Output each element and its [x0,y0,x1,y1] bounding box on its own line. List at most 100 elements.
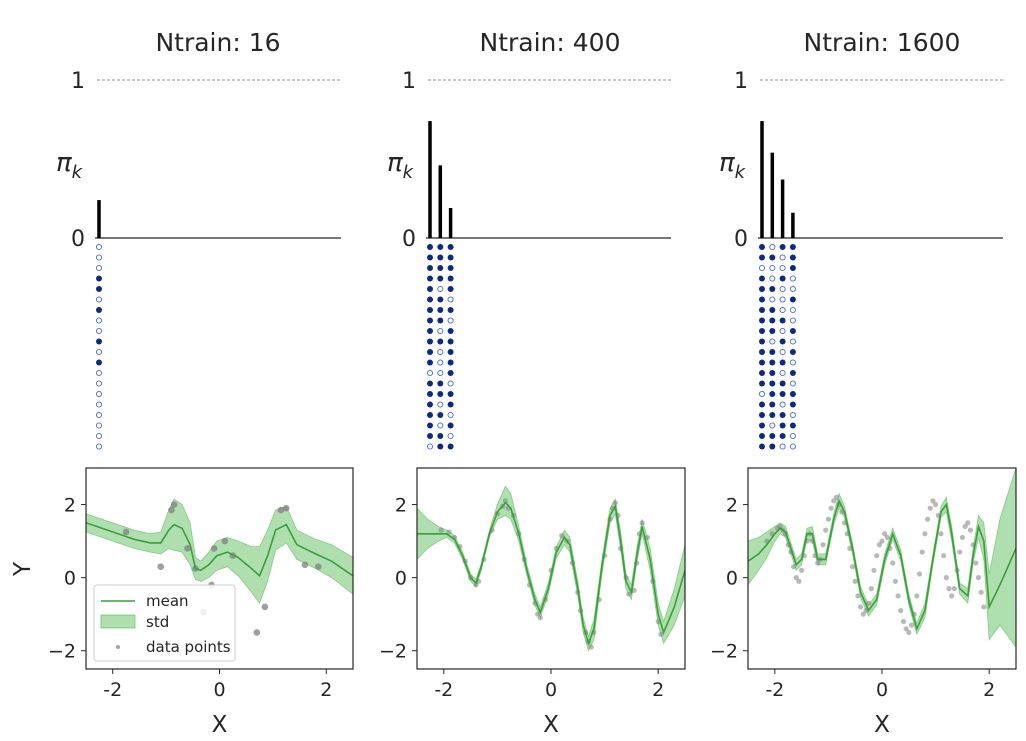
data-point [446,529,452,535]
mask-dot-empty [769,422,776,429]
mask-dot-filled [447,244,454,250]
data-point [277,506,285,514]
data-point [184,545,191,552]
mask-dot-filled [447,349,454,355]
y-tick-label: 1 [734,69,748,94]
mask-dot-empty [437,285,444,293]
y-tick-label: 0 [64,568,76,590]
mask-dot-filled [427,433,433,439]
mask-dot-empty [789,359,796,366]
y-axis-label-subscript: k [72,162,84,183]
data-point [933,501,939,508]
mask-dot-empty [769,296,776,303]
data-point [612,500,618,506]
mask-dot-filled [789,370,796,376]
y-axis-label: Y [10,561,36,577]
mask-dot-filled [427,307,433,313]
mask-dot-empty [779,443,786,450]
x-tick-label: 0 [213,679,225,701]
mask-dot-empty [789,285,796,293]
mask-dot-filled [769,401,776,408]
y-axis-label: πk [719,148,747,183]
mask-dot-empty [447,317,454,324]
data-point [535,611,541,617]
mask-dot-filled [789,349,796,355]
data-point [975,575,982,581]
y-tick-label: 2 [64,495,76,517]
data-point [793,575,799,581]
std-band [748,468,1016,648]
mask-dot-filled [759,380,765,387]
mean-line [748,498,1016,632]
mask-dot-filled [427,286,433,292]
plot-area [417,485,685,652]
data-point [868,586,874,592]
data-point [967,527,974,533]
mask-dot-empty [95,411,103,419]
mask-dot-filled [779,338,786,345]
mask-dot-empty [779,327,786,335]
data-point [884,534,890,541]
pi-bar [97,200,101,238]
data-point [927,505,933,511]
mask-dot-filled [427,265,433,271]
mask-dot-empty [95,264,103,272]
mask-dot-empty [95,317,103,324]
panel-title: Ntrain: 400 [480,28,621,57]
data-point [777,523,783,530]
mask-dot-filled [437,391,444,397]
mask-dot-empty [758,264,766,272]
mask-dot-filled [427,401,433,408]
data-point [301,561,309,569]
pi-bar [780,179,785,238]
data-point [221,537,229,545]
data-point [825,516,832,522]
mask-dot-filled [437,380,444,387]
data-point [253,629,261,636]
data-point [790,564,797,570]
y-tick-label: 2 [395,495,407,517]
mask-dot-filled [447,286,454,292]
mask-dot-filled [769,370,776,376]
mask-dot-filled [447,328,454,334]
data-point [282,504,290,512]
data-point [951,586,957,592]
mask-dot-filled [769,349,776,355]
mask-dot-empty [447,296,454,303]
mask-dot-filled [769,307,776,313]
mask-dot-filled [789,265,796,271]
mask-dot-empty [789,432,796,440]
data-point [949,593,955,599]
y-tick-label: 2 [726,495,738,517]
y-axis-label: πk [387,148,415,183]
mask-dot-empty [437,401,444,408]
data-point [658,631,664,637]
x-tick-label: 2 [652,679,664,701]
mask-dot-empty [95,432,103,440]
mask-dot-empty [779,254,786,261]
mask-dot-filled [789,422,796,429]
mask-dot-empty [437,422,444,429]
data-point [815,560,821,566]
y-tick-label: −2 [48,641,76,663]
data-point [847,545,853,552]
y-tick-label: 0 [734,227,748,252]
data-point [882,531,888,537]
data-point [823,527,829,533]
mask-dot-empty [769,264,776,272]
mask-dot-filled [447,265,454,271]
data-point [168,506,175,514]
x-tick-label: 0 [545,679,557,701]
mask-dot-filled [769,286,776,292]
mask-dot-filled [437,443,444,450]
data-point [973,560,979,566]
mask-dot-filled [437,412,444,418]
legend-points-swatch [116,645,120,649]
mask-dot-filled [769,317,776,324]
mask-dot-filled [759,254,765,261]
regression-panel: 2 0 −2 -2 0 2 X [379,467,686,738]
mask-dot-empty [769,275,776,282]
data-point [906,629,912,636]
mask-dot-filled [759,412,765,418]
mask-dot-empty [95,296,103,303]
